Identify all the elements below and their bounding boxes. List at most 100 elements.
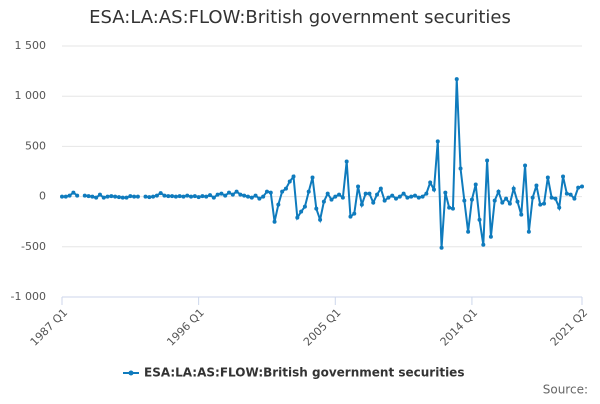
data-point [291, 174, 296, 179]
data-point [549, 195, 554, 200]
data-point [450, 206, 455, 211]
data-point [580, 184, 584, 189]
data-point [280, 189, 285, 194]
data-point [204, 194, 209, 199]
data-point [67, 193, 72, 198]
data-point [462, 198, 467, 203]
data-point [329, 197, 334, 202]
data-point [500, 200, 505, 205]
data-point [147, 195, 152, 200]
data-point [526, 229, 531, 234]
data-point [211, 195, 216, 200]
data-point [276, 202, 281, 207]
data-point [431, 187, 436, 192]
data-point [340, 195, 345, 200]
data-point [439, 245, 444, 250]
data-point [116, 195, 121, 200]
data-point [82, 193, 87, 198]
data-point [128, 194, 133, 199]
data-point [344, 159, 349, 164]
x-tick-label: 1987 Q1 [28, 306, 71, 349]
data-point [568, 192, 573, 197]
data-point [352, 211, 357, 216]
data-point [261, 194, 266, 199]
data-point [458, 166, 463, 171]
data-point [375, 192, 380, 197]
data-point [564, 191, 569, 196]
data-point [181, 194, 186, 199]
data-point [321, 199, 326, 204]
data-point [409, 194, 414, 199]
data-point [534, 183, 539, 188]
data-point [314, 206, 319, 211]
legend-label: ESA:LA:AS:FLOW:British government securi… [144, 366, 464, 380]
data-point [485, 158, 490, 163]
data-point [173, 194, 178, 199]
data-point [287, 179, 292, 184]
data-point [348, 214, 353, 219]
data-point [189, 194, 194, 199]
data-point [405, 195, 410, 200]
chart-title: ESA:LA:AS:FLOW:British government securi… [89, 7, 511, 28]
data-point [200, 194, 205, 199]
data-point [177, 194, 182, 199]
data-point [496, 189, 501, 194]
data-point [454, 77, 459, 82]
data-point [519, 212, 524, 217]
series-line [62, 79, 583, 248]
data-point [507, 201, 512, 206]
data-point [245, 194, 250, 199]
data-point [359, 202, 364, 207]
data-point [553, 196, 558, 201]
data-point [90, 194, 95, 199]
data-point [416, 195, 421, 200]
data-point [356, 184, 361, 189]
data-point [363, 191, 368, 196]
data-point [257, 196, 262, 201]
data-point [561, 174, 566, 179]
legend-marker [128, 370, 134, 376]
data-point [162, 193, 167, 198]
x-tick-label: 2014 Q1 [438, 306, 481, 349]
data-point [302, 204, 307, 209]
data-point [511, 186, 516, 191]
data-point [170, 194, 175, 199]
y-tick-label: 1 000 [15, 89, 47, 102]
data-point [443, 190, 448, 195]
data-point [238, 192, 243, 197]
data-point [86, 194, 91, 199]
data-point [333, 194, 338, 199]
y-tick-label: -1 000 [11, 290, 46, 303]
data-point [230, 192, 235, 197]
data-point [113, 194, 118, 199]
data-point [466, 229, 471, 234]
data-point [504, 196, 509, 201]
x-tick-label: 2005 Q1 [301, 306, 344, 349]
data-point [192, 194, 197, 199]
data-point [310, 175, 315, 180]
data-point [469, 197, 474, 202]
data-point [424, 191, 429, 196]
data-point [420, 194, 425, 199]
data-point [268, 190, 273, 195]
data-point [227, 190, 232, 195]
y-tick-label: 0 [39, 190, 46, 203]
data-point [299, 209, 304, 214]
data-point [306, 189, 311, 194]
data-point [234, 189, 239, 194]
x-tick-label: 2021 Q2 [548, 306, 591, 349]
data-point [196, 195, 201, 200]
data-point [530, 195, 535, 200]
data-point [249, 195, 254, 200]
y-tick-label: 1 500 [15, 39, 47, 52]
data-point [545, 175, 550, 180]
data-point [488, 234, 493, 239]
data-point [143, 194, 148, 199]
data-point [337, 192, 342, 197]
data-point [492, 198, 497, 203]
data-point [120, 195, 125, 200]
data-point [515, 199, 520, 204]
data-point [318, 217, 323, 222]
data-point [223, 193, 228, 198]
